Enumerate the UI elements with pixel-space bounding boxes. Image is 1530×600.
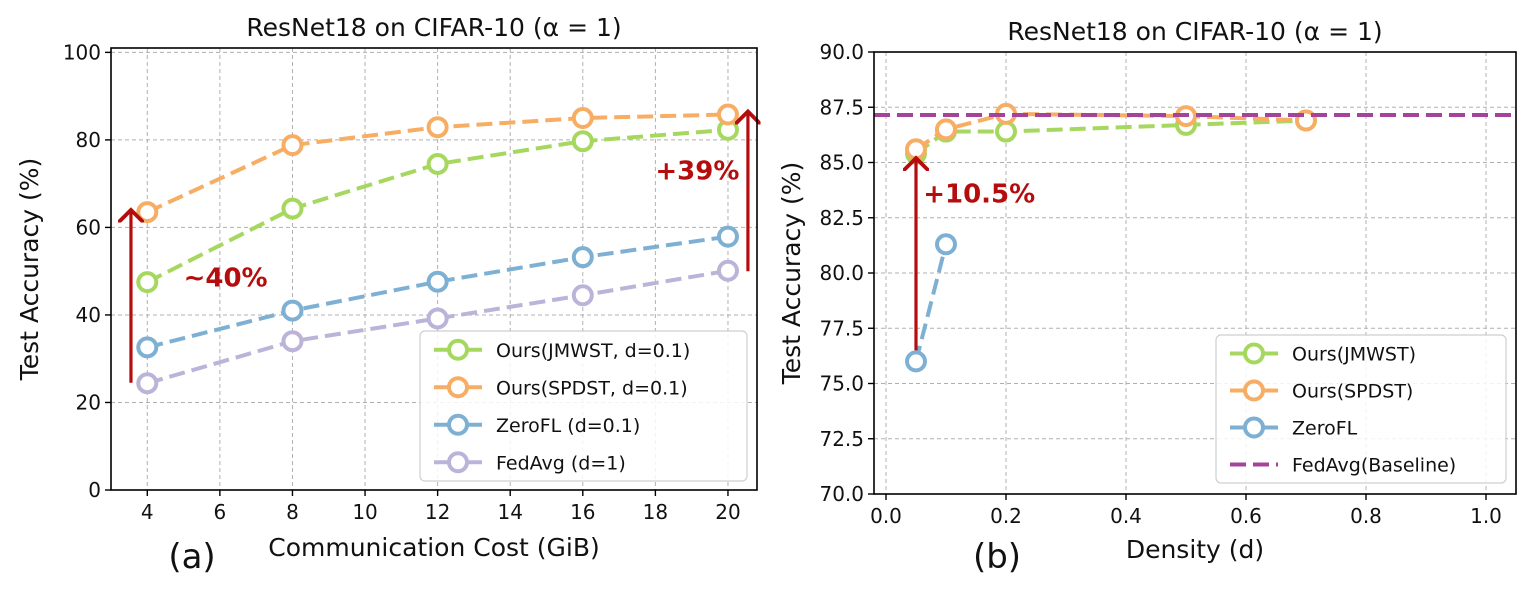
y-tick-label: 80.0 [819,261,864,285]
data-point [136,271,159,294]
series-group [136,103,739,395]
x-tick-label: 20 [715,500,740,524]
x-tick-label: 10 [352,500,377,524]
data-point [281,134,304,157]
data-point [716,225,739,248]
data-point [426,270,449,293]
y-tick-label: 0 [88,478,101,502]
legend-marker [1243,342,1265,365]
data-point [716,259,739,282]
data-point [426,307,449,330]
series-line [146,268,729,386]
x-tick-label: 8 [286,500,299,524]
legend-entry: ZeroFL [1292,418,1358,440]
data-point [426,152,449,175]
y-tick-label: 20 [76,390,101,414]
x-tick-label: 1.0 [1470,504,1502,528]
series-line [914,111,1307,151]
y-tick-label: 85.0 [819,151,864,175]
x-tick-label: 0.4 [1110,504,1142,528]
tick-labels: 4 6 8 10 12 14 16 18 20 0 20 40 60 80 100 [63,40,741,524]
x-tick-label: 0.0 [870,504,902,528]
data-point [136,201,159,224]
panel-label-a: (a) [168,537,215,577]
y-tick-label: 82.5 [819,206,864,230]
y-tick-label: 87.5 [819,95,864,119]
legend-entry: Ours(JMWST, d=0.1) [496,340,690,362]
series-line [914,243,948,362]
x-tick-label: 18 [643,500,668,524]
legend-marker [1243,379,1265,402]
annotations-group: ~40% +39% [131,111,748,383]
y-tick-label: 75.0 [819,372,864,396]
legend-entry: Ours(JMWST) [1292,344,1416,366]
legend-box [1215,334,1507,484]
legend-entry: FedAvg(Baseline) [1292,455,1456,477]
y-tick-label: 90.0 [819,40,864,64]
x-tick-label: 4 [141,500,154,524]
legend-entry: Ours(SPDST, d=0.1) [496,377,688,399]
data-point [426,116,449,139]
data-point [716,103,739,126]
legend-entry: ZeroFL (d=0.1) [496,415,640,437]
chart-title: ResNet18 on CIFAR-10 (α = 1) [1007,17,1382,46]
x-tick-label: 0.2 [990,504,1022,528]
x-axis-label: Communication Cost (GiB) [268,533,600,562]
y-tick-label: 100 [63,40,101,64]
legend-entry: Ours(SPDST) [1292,381,1413,403]
data-point [935,233,957,256]
data-point [905,350,927,373]
x-axis-label: Density (d) [1126,535,1264,564]
data-point [281,330,304,353]
legend-marker [447,338,469,361]
chart-panel-b: +10.5% 0.0 0.2 0.4 0.6 0.8 1.0 70.0 72.5 75.0 77.… [777,17,1517,577]
y-tick-label: 77.5 [819,316,864,340]
data-point [571,284,594,307]
y-axis-label: Test Accuracy (%) [15,158,44,382]
legend-entry: FedAvg (d=1) [496,452,626,474]
data-point [281,299,304,322]
legend-marker [447,376,469,399]
annotation-label: ~40% [184,264,268,294]
series-line [914,118,1307,156]
annotation-label: +39% [655,156,739,186]
data-point [571,130,594,153]
legend-marker [447,413,469,436]
legend-box [419,330,748,482]
data-point [136,336,159,359]
panel-label-b: (b) [973,537,1021,577]
y-tick-label: 40 [76,303,101,327]
data-point [281,197,304,220]
y-tick-label: 60 [76,215,101,239]
x-tick-label: 0.8 [1350,504,1382,528]
data-point [571,107,594,130]
legend: Ours(JMWST) Ours(SPDST) ZeroFL FedAvg(Basel… [1215,334,1507,484]
chart-title: ResNet18 on CIFAR-10 (α = 1) [246,13,621,42]
annotation-label: +10.5% [923,179,1035,209]
chart-panel-a: ~40% +39% 4 6 8 10 12 14 16 18 20 0 20 40 60 80 100 Res… [15,13,757,577]
plot-frame [110,47,758,491]
annotations-group: +10.5% [916,158,1035,351]
data-point [905,138,927,161]
legend-marker [1243,416,1265,439]
x-tick-label: 14 [497,500,522,524]
x-tick-label: 12 [425,500,450,524]
y-axis-label: Test Accuracy (%) [777,162,806,386]
data-point [935,118,957,141]
tick-labels: 0.0 0.2 0.4 0.6 0.8 1.0 70.0 72.5 75.0 77.5 80.0 82… [819,40,1501,528]
data-point [571,246,594,269]
legend-marker [447,451,469,474]
y-tick-label: 70.0 [819,482,864,506]
y-tick-label: 72.5 [819,427,864,451]
legend: Ours(JMWST, d=0.1) Ours(SPDST, d=0.1) Zero… [419,330,748,482]
x-tick-label: 0.6 [1230,504,1262,528]
series-line [146,234,729,350]
data-point [136,372,159,395]
x-tick-label: 16 [570,500,595,524]
data-point [995,120,1017,143]
x-tick-label: 6 [214,500,227,524]
y-tick-label: 80 [76,128,101,152]
series-group [874,102,1516,373]
